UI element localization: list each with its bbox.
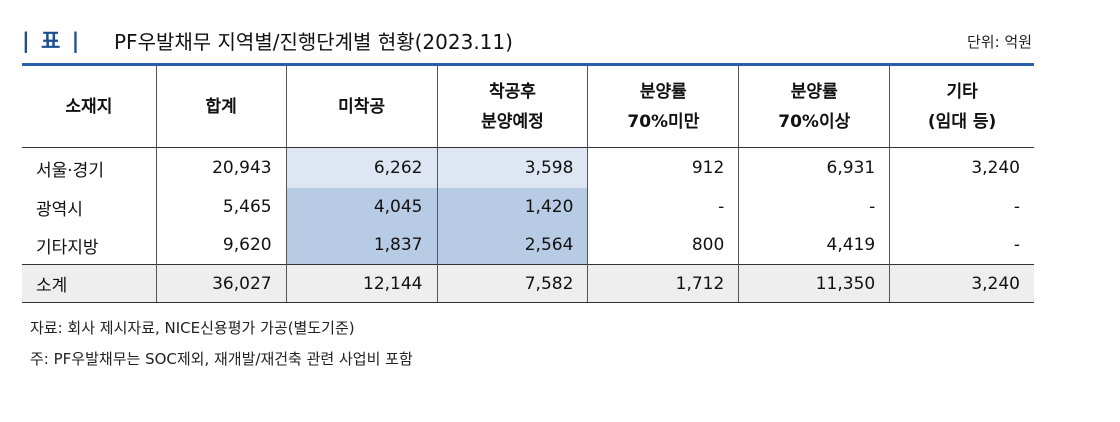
footnote: 주: PF우발채무는 SOC제외, 재개발/재건축 관련 사업비 포함 (30, 350, 413, 368)
region-cell: 광역시 (22, 188, 157, 226)
table-label-mark: | 표 | (22, 29, 82, 53)
pre-sale-cell: 1,420 (437, 188, 589, 226)
header-row: 소재지 합계 미착공 착공후 분양예정 분양률 70%미만 분양률 70%이상 기타(… (22, 66, 1034, 148)
total-cell: 9,620 (156, 226, 287, 265)
table-title-row: | 표 | PF우발채무 지역별/진행단계별 현황(2023.11) 단위: 억… (22, 22, 1034, 56)
total-cell: 5,465 (156, 188, 287, 226)
sale-under-70-cell: - (587, 188, 740, 226)
header-sale-over-70: 분양률 70%이상 (738, 66, 891, 148)
table-row: 광역시 5,465 4,045 1,420 - - - (22, 188, 1034, 226)
top-rule (22, 63, 1034, 66)
header-pre-sale: 착공후 분양예정 (437, 66, 589, 148)
header-total: 합계 (156, 66, 287, 148)
subtotal-sale-under-70: 1,712 (587, 264, 740, 303)
not-started-cell: 1,837 (286, 226, 438, 265)
table-title: PF우발채무 지역별/진행단계별 현황(2023.11) (114, 30, 513, 54)
other-cell: 3,240 (971, 158, 1020, 178)
subtotal-not-started: 12,144 (286, 264, 438, 303)
sale-over-70-cell: 4,419 (738, 226, 891, 265)
sale-under-70-cell: 800 (587, 226, 740, 265)
unit-label: 단위: 억원 (966, 33, 1032, 51)
table-row: 서울·경기 20,943 6,262 3,598 912 6,931 3,240 (22, 147, 1034, 188)
pre-sale-cell: 3,598 (437, 147, 589, 188)
subtotal-pre-sale: 7,582 (437, 264, 589, 303)
pf-contingent-liability-table: 소재지 합계 미착공 착공후 분양예정 분양률 70%미만 분양률 70%이상 기타(… (22, 66, 1034, 303)
other-cell: - (1013, 197, 1020, 217)
source-note: 자료: 회사 제시자료, NICE신용평가 가공(별도기준) (30, 319, 355, 337)
header-sale-under-70: 분양률 70%미만 (587, 66, 740, 148)
pre-sale-cell: 2,564 (437, 226, 589, 265)
region-cell: 서울·경기 (22, 147, 157, 188)
subtotal-other: 3,240 (889, 264, 1034, 303)
total-cell: 20,943 (156, 147, 287, 188)
header-region: 소재지 (22, 66, 157, 148)
subtotal-sale-over-70: 11,350 (738, 264, 891, 303)
sale-over-70-cell: 6,931 (738, 147, 891, 188)
subtotal-label: 소계 (22, 264, 157, 303)
other-cell: - (1013, 235, 1020, 255)
subtotal-row: 소계 36,027 12,144 7,582 1,712 11,350 3,24… (22, 264, 1034, 303)
sale-under-70-cell: 912 (587, 147, 740, 188)
header-other: 기타 (임대 등) (889, 66, 1034, 148)
not-started-cell: 4,045 (286, 188, 438, 226)
header-not-started: 미착공 (286, 66, 438, 148)
region-cell: 기타지방 (22, 226, 157, 265)
table-notes: 자료: 회사 제시자료, NICE신용평가 가공(별도기준) 주: PF우발채무… (30, 313, 413, 375)
table-row: 기타지방 9,620 1,837 2,564 800 4,419 - (22, 226, 1034, 265)
sale-over-70-cell: - (738, 188, 891, 226)
subtotal-total: 36,027 (156, 264, 287, 303)
not-started-cell: 6,262 (286, 147, 438, 188)
